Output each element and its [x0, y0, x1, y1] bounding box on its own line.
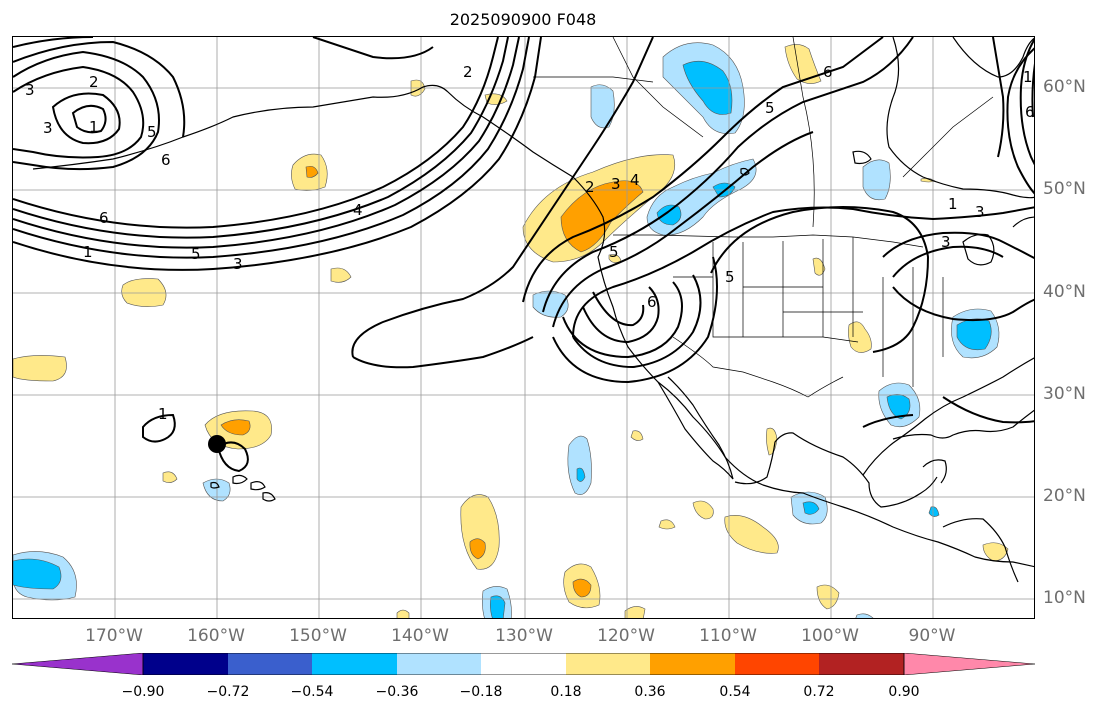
contour-label: 4	[630, 171, 640, 189]
contour-label: 2	[585, 178, 595, 196]
contour-label: 5	[147, 123, 157, 141]
contour-label: 5	[725, 268, 735, 286]
colorbar-swatch	[228, 653, 312, 675]
contour-label: 6	[823, 63, 833, 81]
lat-label: 50°N	[1043, 179, 1086, 199]
contour-label: 3	[611, 175, 621, 193]
colorbar-tick: 0.90	[888, 684, 920, 700]
colorbar-tick: 0.72	[803, 684, 835, 700]
colorbar-tick: −0.36	[375, 684, 419, 700]
contour-label: 6	[161, 151, 171, 169]
colorbar-swatch	[312, 653, 397, 675]
positive-anomaly-fills	[13, 44, 1009, 618]
lat-label: 60°N	[1043, 77, 1086, 97]
colorbar-swatch	[566, 653, 650, 675]
colorbar-tick: −0.54	[290, 684, 334, 700]
contour-label: 3	[43, 119, 53, 137]
contour-label: 1	[1023, 68, 1033, 86]
colorbar-swatch	[819, 653, 904, 675]
coastlines	[32, 37, 1034, 583]
contour-label: 6	[647, 293, 657, 311]
contour-label: 5	[765, 99, 775, 117]
contour-labels: 2 3 1 5 6 6 1 5 3 4 2 2 5 3 4 5 6 5 6 1 …	[25, 63, 1035, 423]
colorbar-extend-min	[12, 653, 144, 675]
lon-label: 100°W	[801, 626, 859, 646]
height-contours	[13, 37, 1034, 473]
contour-label: 3	[941, 233, 951, 251]
colorbar-frame	[142, 653, 905, 675]
colorbar-swatch	[397, 653, 481, 675]
colorbar-tick: −0.18	[459, 684, 503, 700]
colorbar-swatch	[143, 653, 228, 675]
contour-label: 2	[463, 63, 473, 81]
colorbar-tick: 0.36	[634, 684, 666, 700]
contour-label: 5	[609, 243, 619, 261]
contour-label: 1	[83, 243, 93, 261]
map-canvas: 2 3 1 5 6 6 1 5 3 4 2 2 5 3 4 5 6 5 6 1 …	[13, 37, 1035, 618]
chart-title: 2025090900 F048	[449, 10, 597, 29]
lon-label: 160°W	[187, 626, 245, 646]
colorbar-swatch	[650, 653, 735, 675]
contour-label: 3	[233, 255, 243, 273]
lon-label: 170°W	[85, 626, 143, 646]
lat-label: 10°N	[1043, 588, 1086, 608]
contour-label: 4	[353, 201, 363, 219]
graticule	[13, 37, 1034, 618]
lon-label: 150°W	[289, 626, 347, 646]
contour-label: 1	[158, 405, 168, 423]
lon-label: 130°W	[495, 626, 553, 646]
lat-label: 20°N	[1043, 486, 1086, 506]
contour-label: 6	[1025, 103, 1035, 121]
lon-label: 140°W	[391, 626, 449, 646]
lon-label: 120°W	[597, 626, 655, 646]
contour-label: 1	[89, 118, 99, 136]
colorbar-tick: 0.54	[719, 684, 751, 700]
contour-label: 2	[89, 73, 99, 91]
colorbar-extend-max	[903, 653, 1035, 675]
lat-label: 30°N	[1043, 384, 1086, 404]
lon-label: 110°W	[699, 626, 757, 646]
colorbar	[12, 653, 1035, 675]
colorbar-swatch	[481, 653, 566, 675]
contour-label: 1	[948, 195, 958, 213]
contour-label: 3	[25, 81, 35, 99]
lat-label: 40°N	[1043, 282, 1086, 302]
map-panel[interactable]: 2 3 1 5 6 6 1 5 3 4 2 2 5 3 4 5 6 5 6 1 …	[12, 36, 1035, 619]
contour-label: 3	[975, 203, 985, 221]
colorbar-tick: −0.72	[206, 684, 250, 700]
contour-label: 6	[99, 209, 109, 227]
contour-label: 5	[191, 245, 201, 263]
colorbar-tick: −0.90	[121, 684, 165, 700]
storm-marker	[208, 435, 226, 453]
colorbar-tick: 0.18	[550, 684, 582, 700]
colorbar-swatch	[735, 653, 819, 675]
lon-label: 90°W	[908, 626, 956, 646]
